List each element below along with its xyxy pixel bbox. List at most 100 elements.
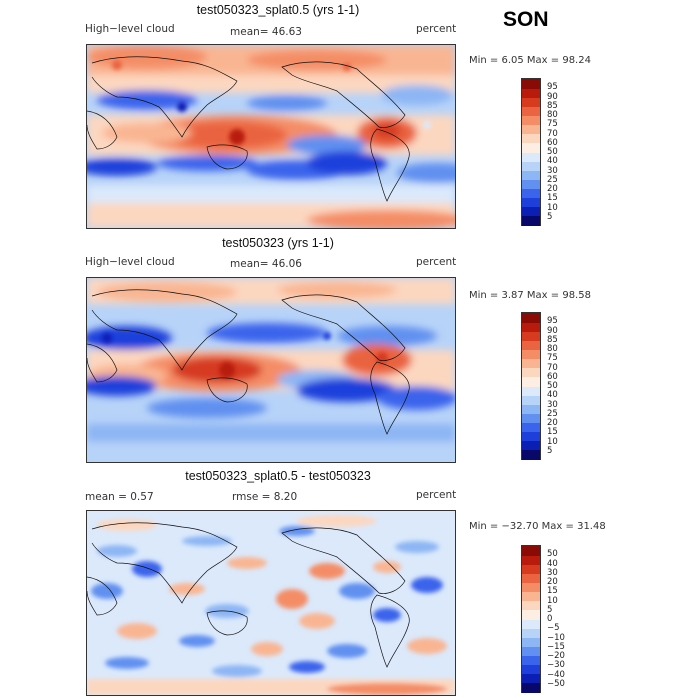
panel-2-units-label: percent xyxy=(416,256,457,268)
colorbar-tick-label: 0 xyxy=(547,614,553,624)
colorbar-swatch xyxy=(522,349,540,360)
panel-1-map xyxy=(86,44,456,229)
colorbar-swatch xyxy=(522,106,540,116)
colorbar-tick-label: 75 xyxy=(547,353,558,364)
colorbar-swatch xyxy=(522,413,540,423)
colorbar-tick-label: 80 xyxy=(547,344,558,354)
colorbar-tick-label: 95 xyxy=(547,82,558,93)
colorbar-swatch xyxy=(522,619,540,629)
colorbar-swatch xyxy=(522,170,540,180)
colorbar-swatch xyxy=(522,133,540,144)
colorbar-swatch xyxy=(522,97,540,107)
colorbar-swatch xyxy=(522,564,540,574)
colorbar-tick-label: 80 xyxy=(547,110,558,120)
panel-2-coastlines xyxy=(87,289,410,435)
colorbar-tick-label: 20 xyxy=(547,418,558,428)
colorbar-tick-label: 25 xyxy=(547,174,558,185)
panel-1-mean-label: mean= 46.63 xyxy=(230,26,302,38)
panel-2-field-label: High−level cloud xyxy=(85,256,175,268)
colorbar-swatch xyxy=(522,673,540,684)
colorbar-tick-label: 20 xyxy=(547,577,558,587)
colorbar-swatch xyxy=(522,215,540,226)
colorbar-tick-label: 5 xyxy=(547,604,553,615)
panel-3-mean-label: mean = 0.57 xyxy=(85,491,154,503)
colorbar-tick-label: 50 xyxy=(547,549,558,560)
panel-3-title: test050323_splat0.5 - test050323 xyxy=(185,469,371,483)
colorbar-swatch xyxy=(522,404,540,414)
panel-3-coastlines xyxy=(87,522,410,668)
colorbar-swatch xyxy=(522,591,540,602)
colorbar-swatch xyxy=(522,115,540,126)
colorbar-swatch xyxy=(522,628,540,638)
colorbar-swatch xyxy=(522,422,540,433)
colorbar-tick-label: 15 xyxy=(547,193,558,204)
colorbar-swatch xyxy=(522,188,540,199)
colorbar-swatch xyxy=(522,655,540,666)
colorbar-tick-label: 10 xyxy=(547,202,558,213)
colorbar-tick-label: 5 xyxy=(547,445,553,456)
colorbar-swatch xyxy=(522,546,540,556)
panel-2-title: test050323 (yrs 1-1) xyxy=(222,236,334,250)
colorbar-swatch xyxy=(522,367,540,378)
colorbar-tick-label: 20 xyxy=(547,184,558,194)
colorbar-swatch xyxy=(522,637,540,647)
colorbar-tick-label: 30 xyxy=(547,399,558,410)
panel-1-min-max: Min = 6.05 Max = 98.24 xyxy=(469,55,591,66)
panel-1-units-label: percent xyxy=(416,23,457,35)
colorbar-swatch xyxy=(522,331,540,341)
panel-3-units-label: percent xyxy=(416,489,457,501)
panel-2-colorbar xyxy=(521,312,541,460)
colorbar-tick-label: 50 xyxy=(547,381,558,391)
season-label: SON xyxy=(503,8,549,31)
panel-1-title: test050323_splat0.5 (yrs 1-1) xyxy=(196,3,360,17)
colorbar-swatch xyxy=(522,395,540,405)
colorbar-swatch xyxy=(522,79,540,89)
colorbar-tick-label: 10 xyxy=(547,595,558,606)
colorbar-swatch xyxy=(522,449,540,460)
panel-3-map xyxy=(86,510,456,696)
panel-1-coastlines xyxy=(87,56,410,202)
colorbar-tick-label: 25 xyxy=(547,408,558,419)
colorbar-swatch xyxy=(522,179,540,189)
colorbar-tick-label: 90 xyxy=(547,91,558,102)
colorbar-tick-label: 40 xyxy=(547,156,558,167)
colorbar-swatch xyxy=(522,88,540,98)
colorbar-tick-label: 60 xyxy=(547,137,558,148)
colorbar-swatch xyxy=(522,664,540,675)
colorbar-swatch xyxy=(522,161,540,171)
colorbar-tick-label: 40 xyxy=(547,558,558,569)
colorbar-tick-label: −30 xyxy=(547,660,565,671)
colorbar-swatch xyxy=(522,682,540,693)
colorbar-swatch xyxy=(522,376,540,387)
colorbar-tick-label: 90 xyxy=(547,325,558,336)
colorbar-swatch xyxy=(522,340,540,350)
colorbar-tick-label: −10 xyxy=(547,632,565,643)
panel-3-colorbar xyxy=(521,545,541,693)
colorbar-swatch xyxy=(522,600,540,611)
colorbar-swatch xyxy=(522,555,540,565)
colorbar-tick-label: 95 xyxy=(547,316,558,327)
colorbar-swatch xyxy=(522,313,540,323)
colorbar-swatch xyxy=(522,609,540,620)
colorbar-swatch xyxy=(522,197,540,208)
colorbar-tick-label: −50 xyxy=(547,678,565,689)
panel-1-field-label: High−level cloud xyxy=(85,23,175,35)
colorbar-swatch xyxy=(522,206,540,217)
colorbar-tick-label: −15 xyxy=(547,641,565,652)
panel-2-mean-label: mean= 46.06 xyxy=(230,258,302,270)
colorbar-tick-label: 10 xyxy=(547,436,558,447)
colorbar-tick-label: 50 xyxy=(547,147,558,157)
colorbar-tick-label: 60 xyxy=(547,371,558,382)
colorbar-swatch xyxy=(522,152,540,162)
colorbar-swatch xyxy=(522,431,540,442)
colorbar-tick-label: 75 xyxy=(547,119,558,130)
colorbar-swatch xyxy=(522,358,540,369)
panel-1-colorbar xyxy=(521,78,541,226)
colorbar-tick-label: −5 xyxy=(547,623,560,634)
colorbar-swatch xyxy=(522,386,540,396)
panel-2-map xyxy=(86,277,456,463)
colorbar-tick-label: −40 xyxy=(547,669,565,680)
colorbar-swatch xyxy=(522,573,540,583)
colorbar-tick-label: 85 xyxy=(547,334,558,345)
colorbar-tick-label: 30 xyxy=(547,567,558,578)
